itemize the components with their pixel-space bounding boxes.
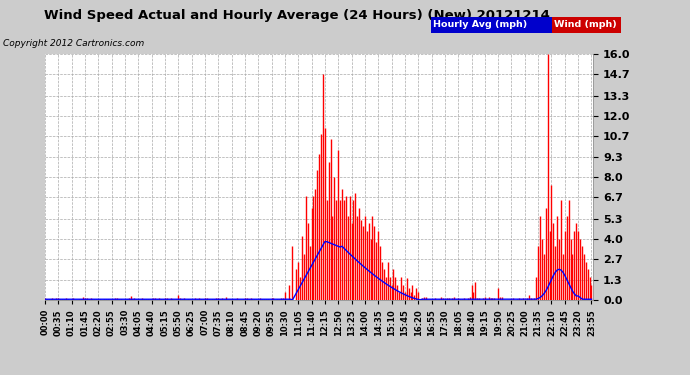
Text: Copyright 2012 Cartronics.com: Copyright 2012 Cartronics.com [3, 39, 145, 48]
Text: Hourly Avg (mph): Hourly Avg (mph) [433, 20, 528, 29]
Text: Wind Speed Actual and Hourly Average (24 Hours) (New) 20121214: Wind Speed Actual and Hourly Average (24… [43, 9, 550, 22]
Text: Wind (mph): Wind (mph) [554, 20, 617, 29]
